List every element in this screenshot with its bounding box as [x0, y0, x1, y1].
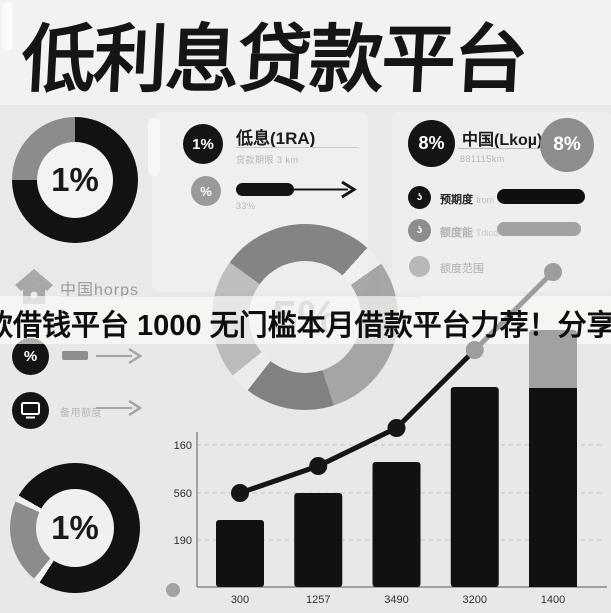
monitor-icon — [12, 392, 49, 429]
left-percent-badge: % — [12, 338, 49, 375]
svg-text:300: 300 — [231, 594, 249, 606]
right-heading: 中国(Lkoµ) — [462, 132, 543, 149]
banner-strip — [0, 296, 611, 344]
bar-line-combo-chart: 160 560 190 300 1257 3490 3200 1400 — [166, 263, 607, 606]
row-label-subtext: Tdicd — [476, 228, 499, 238]
right-row-2-label: 额度能 Tdicd — [440, 224, 498, 240]
right-row-1-bar — [497, 189, 585, 204]
left-mini-bar — [62, 351, 88, 360]
right-divider — [458, 148, 538, 149]
right-row-3-label: 额度范围 — [440, 260, 484, 276]
mid-accent-pill — [148, 118, 160, 176]
right-row-2-bar — [497, 222, 581, 236]
arrow-right-icon — [96, 348, 142, 364]
right-row-1-label: 预期度 from — [440, 191, 494, 207]
right-percent-badge: 8% — [408, 120, 455, 167]
svg-text:560: 560 — [174, 488, 192, 500]
row-label-text: 预期度 — [440, 194, 473, 206]
progress-arrow — [236, 180, 357, 199]
title-section: 低利息贷款平台 — [0, 0, 611, 105]
mid-substat: 33% — [236, 201, 256, 211]
donut-value: 1% — [51, 509, 99, 546]
title-accent-pill — [2, 2, 13, 50]
mid-percent-badge: 1% — [183, 124, 223, 164]
banner-headline: 款借钱平台 1000 无门槛本月借款平台力荐！分享小额网贷口子1000无 — [0, 310, 611, 342]
brand-label: 中国horps — [60, 282, 140, 299]
left-monitor-label: 备用额度 — [60, 408, 102, 419]
svg-text:190: 190 — [174, 535, 192, 547]
donut-chart-bottom-left: 1% — [10, 463, 140, 593]
arrow-right-icon — [96, 400, 142, 416]
row-label-subtext: from — [476, 195, 495, 205]
page-title: 低利息贷款平台 — [19, 18, 528, 101]
clock-icon: ʖ — [408, 219, 431, 242]
clock-icon: ʖ — [408, 186, 431, 209]
row-label-text: 额度范围 — [440, 263, 484, 275]
svg-text:3200: 3200 — [463, 594, 487, 606]
mid-gray-percent-badge: % — [191, 176, 221, 206]
svg-text:160: 160 — [174, 440, 192, 452]
row-label-text: 额度能 — [440, 227, 473, 239]
donut-chart-top-left: 1% — [12, 117, 138, 243]
right-subtext: 881115km — [460, 154, 505, 164]
mid-heading: 低息(1RA) — [236, 129, 316, 148]
mid-subtext: 贷款期限 3 km — [236, 155, 299, 165]
right-gray-percent-badge: 8% — [540, 118, 594, 172]
svg-text:3490: 3490 — [384, 594, 408, 606]
mid-divider — [236, 147, 358, 148]
bullet-dot-icon — [409, 256, 430, 277]
svg-text:1257: 1257 — [306, 594, 330, 606]
donut-value: 1% — [51, 161, 99, 198]
svg-text:1400: 1400 — [541, 594, 565, 606]
